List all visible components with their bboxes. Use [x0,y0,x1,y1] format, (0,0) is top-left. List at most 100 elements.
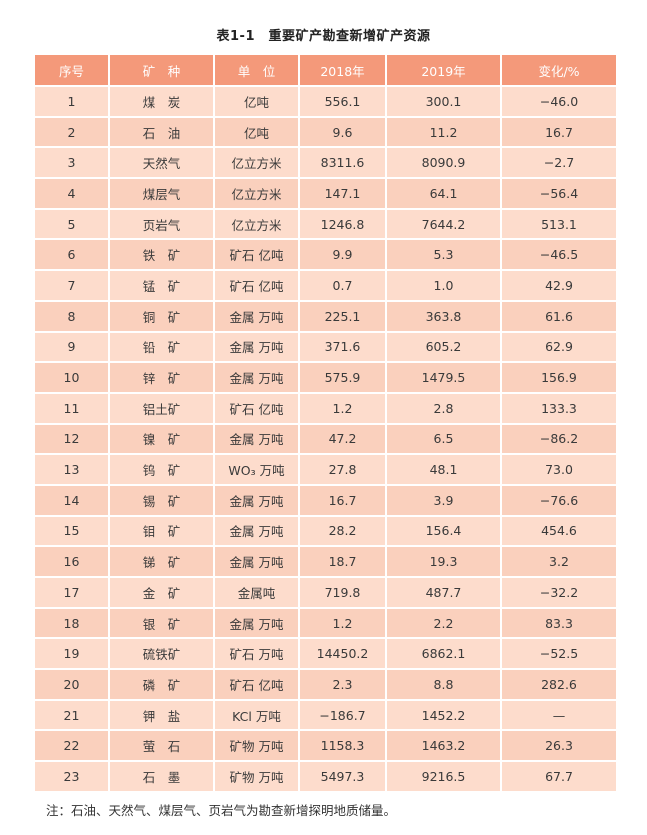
cell-unit: 矿石 亿吨 [213,391,300,425]
cell-unit: 金属 万吨 [213,483,300,517]
cell-2018: 556.1 [298,85,387,118]
header-row: 序号 矿 种 单 位 2018年 2019年 变化/% [33,53,618,87]
cell-mineral: 钨 矿 [108,453,215,486]
cell-change: −46.0 [500,85,618,118]
cell-2019: 7644.2 [385,207,502,241]
cell-2019: 2.2 [385,606,502,640]
cell-unit: 金属吨 [213,576,300,609]
cell-unit: 亿立方米 [213,146,300,180]
cell-change: 26.3 [500,729,618,763]
cell-index: 20 [33,668,110,701]
cell-2018: 147.1 [298,177,387,210]
cell-2019: 64.1 [385,177,502,210]
cell-unit: 矿物 万吨 [213,760,300,793]
table-row: 23 石 墨矿物 万吨 5497.3 9216.5 67.7 [33,760,618,793]
cell-2019: 605.2 [385,330,502,364]
cell-2018: 47.2 [298,422,387,456]
cell-mineral: 磷 矿 [108,668,215,701]
cell-2019: 3.9 [385,483,502,517]
cell-2019: 5.3 [385,238,502,272]
cell-change: 156.9 [500,361,618,394]
cell-2019: 363.8 [385,299,502,333]
cell-2018: 9.6 [298,115,387,149]
cell-change: −32.2 [500,576,618,609]
footnote: 注：石油、天然气、煤层气、页岩气为勘查新增探明地质储量。 [46,803,397,818]
cell-change: −2.7 [500,146,618,180]
cell-unit: 矿石 亿吨 [213,238,300,272]
cell-2019: 11.2 [385,115,502,149]
cell-2019: 1479.5 [385,361,502,394]
cell-index: 10 [33,361,110,394]
table-row: 20 磷 矿矿石 亿吨 2.3 8.8 282.6 [33,668,618,701]
cell-index: 16 [33,545,110,578]
cell-change: 282.6 [500,668,618,701]
cell-mineral: 硫铁矿 [108,637,215,671]
cell-unit: 金属 万吨 [213,361,300,394]
cell-mineral: 镍 矿 [108,422,215,456]
cell-2018: 1.2 [298,606,387,640]
cell-index: 9 [33,330,110,364]
cell-unit: 金属 万吨 [213,606,300,640]
table-row: 3 天然气 亿立方米 8311.6 8090.9 −2.7 [33,146,618,180]
cell-2018: 1158.3 [298,729,387,763]
table-row: 15 钼 矿金属 万吨 28.2 156.4 454.6 [33,514,618,548]
cell-2019: 487.7 [385,576,502,609]
cell-index: 2 [33,115,110,149]
header-2019: 2019年 [385,53,502,87]
cell-2019: 300.1 [385,85,502,118]
cell-2019: 1463.2 [385,729,502,763]
cell-mineral: 石 墨 [108,760,215,793]
table-row: 5 页岩气 亿立方米 1246.8 7644.2 513.1 [33,207,618,241]
cell-mineral: 金 矿 [108,576,215,609]
cell-mineral: 萤 石 [108,729,215,763]
cell-unit: 金属 万吨 [213,299,300,333]
cell-mineral: 煤 炭 [108,85,215,118]
cell-mineral: 铝土矿 [108,391,215,425]
cell-change: 67.7 [500,760,618,793]
cell-2019: 8090.9 [385,146,502,180]
cell-2018: 719.8 [298,576,387,609]
cell-2018: 2.3 [298,668,387,701]
table-row: 21 钾 盐 KCl 万吨 −186.7 1452.2— [33,698,618,732]
cell-mineral: 页岩气 [108,207,215,241]
cell-2018: 0.7 [298,269,387,302]
cell-index: 17 [33,576,110,609]
cell-mineral: 石 油 [108,115,215,149]
cell-index: 19 [33,637,110,671]
cell-2018: 575.9 [298,361,387,394]
cell-2019: 1.0 [385,269,502,302]
cell-mineral: 锑 矿 [108,545,215,578]
cell-2018: −186.7 [298,698,387,732]
cell-2018: 225.1 [298,299,387,333]
cell-unit: 金属 万吨 [213,330,300,364]
table-row: 12 镍 矿金属 万吨 47.2 6.5 −86.2 [33,422,618,456]
cell-2019: 8.8 [385,668,502,701]
header-index: 序号 [33,53,110,87]
cell-unit: 亿吨 [213,115,300,149]
cell-2018: 9.9 [298,238,387,272]
table-row: 14 锡 矿金属 万吨 16.7 3.9 −76.6 [33,483,618,517]
cell-mineral: 锌 矿 [108,361,215,394]
cell-index: 15 [33,514,110,548]
cell-index: 3 [33,146,110,180]
cell-index: 5 [33,207,110,241]
cell-change: 454.6 [500,514,618,548]
cell-index: 18 [33,606,110,640]
cell-mineral: 煤层气 [108,177,215,210]
cell-2019: 1452.2 [385,698,502,732]
cell-index: 8 [33,299,110,333]
cell-change: −86.2 [500,422,618,456]
cell-change: −52.5 [500,637,618,671]
cell-index: 22 [33,729,110,763]
cell-change: — [500,698,618,732]
cell-2018: 5497.3 [298,760,387,793]
cell-change: 61.6 [500,299,618,333]
cell-change: 83.3 [500,606,618,640]
table-title: 表1-1 重要矿产勘查新增矿产资源 [216,29,431,44]
table-row: 19 硫铁矿 矿石 万吨 14450.2 6862.1 −52.5 [33,637,618,671]
cell-2018: 16.7 [298,483,387,517]
